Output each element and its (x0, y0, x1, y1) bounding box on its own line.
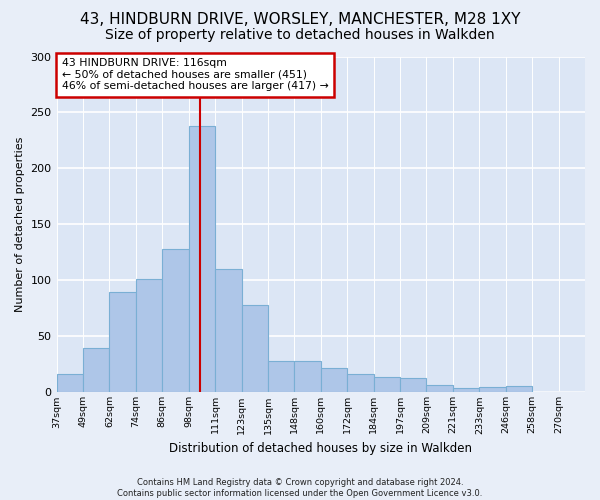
Bar (268, 361, 295, 392)
Bar (215, 269, 242, 392)
Bar (136, 280, 162, 392)
Y-axis label: Number of detached properties: Number of detached properties (15, 137, 25, 312)
Bar (188, 126, 215, 392)
Bar (242, 305, 268, 392)
Text: 43, HINDBURN DRIVE, WORSLEY, MANCHESTER, M28 1XY: 43, HINDBURN DRIVE, WORSLEY, MANCHESTER,… (80, 12, 520, 28)
Bar (479, 387, 506, 392)
Bar (506, 386, 532, 392)
Bar (374, 376, 400, 392)
X-axis label: Distribution of detached houses by size in Walkden: Distribution of detached houses by size … (169, 442, 472, 455)
Bar (453, 388, 479, 392)
Text: 43 HINDBURN DRIVE: 116sqm
← 50% of detached houses are smaller (451)
46% of semi: 43 HINDBURN DRIVE: 116sqm ← 50% of detac… (62, 58, 329, 92)
Bar (56, 374, 83, 392)
Bar (347, 374, 374, 392)
Bar (83, 348, 109, 393)
Bar (162, 249, 188, 392)
Text: Size of property relative to detached houses in Walkden: Size of property relative to detached ho… (105, 28, 495, 42)
Bar (427, 384, 453, 392)
Bar (400, 378, 427, 392)
Bar (295, 361, 321, 392)
Bar (321, 368, 347, 392)
Text: Contains HM Land Registry data © Crown copyright and database right 2024.
Contai: Contains HM Land Registry data © Crown c… (118, 478, 482, 498)
Bar (109, 292, 136, 392)
